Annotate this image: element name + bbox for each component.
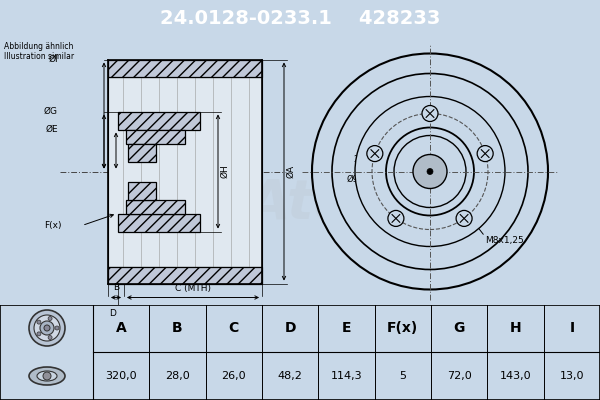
Bar xyxy=(108,266,262,284)
Text: M8x1,25: M8x1,25 xyxy=(485,236,524,246)
Bar xyxy=(108,76,262,266)
Circle shape xyxy=(388,210,404,226)
Bar xyxy=(128,182,156,200)
Circle shape xyxy=(456,210,472,226)
Circle shape xyxy=(37,320,41,324)
Circle shape xyxy=(55,326,59,330)
Text: Ø129: Ø129 xyxy=(436,156,458,166)
Text: A: A xyxy=(116,322,127,336)
Bar xyxy=(126,200,185,214)
Text: E: E xyxy=(342,322,351,336)
Circle shape xyxy=(312,54,548,290)
Text: Ate: Ate xyxy=(248,176,352,230)
Text: D: D xyxy=(110,310,116,318)
Text: Abbildung ähnlich: Abbildung ähnlich xyxy=(4,42,73,51)
Text: 143,0: 143,0 xyxy=(500,371,532,381)
Circle shape xyxy=(44,325,50,331)
Circle shape xyxy=(40,321,54,335)
Circle shape xyxy=(394,136,466,208)
Text: ØH: ØH xyxy=(220,165,229,178)
Circle shape xyxy=(427,168,433,174)
Circle shape xyxy=(332,74,528,270)
Circle shape xyxy=(43,372,51,380)
Text: 320,0: 320,0 xyxy=(106,371,137,381)
Text: 2x: 2x xyxy=(354,155,364,164)
Circle shape xyxy=(422,106,438,122)
Text: D: D xyxy=(284,322,296,336)
Bar xyxy=(118,112,200,130)
Text: 26,0: 26,0 xyxy=(221,371,246,381)
Circle shape xyxy=(477,146,493,162)
Circle shape xyxy=(29,310,65,346)
Text: ØA: ØA xyxy=(286,165,295,178)
Text: 48,2: 48,2 xyxy=(278,371,302,381)
Text: 72,0: 72,0 xyxy=(447,371,472,381)
Bar xyxy=(128,144,156,162)
Text: F(x): F(x) xyxy=(44,221,62,230)
Text: F(x): F(x) xyxy=(387,322,418,336)
Text: B: B xyxy=(113,284,119,292)
Circle shape xyxy=(386,128,474,216)
Text: ØG: ØG xyxy=(44,107,58,116)
Text: Ø9: Ø9 xyxy=(346,175,358,184)
Text: H: H xyxy=(509,322,521,336)
Circle shape xyxy=(367,146,383,162)
Text: C (MTH): C (MTH) xyxy=(175,284,211,292)
Text: G: G xyxy=(454,322,465,336)
Circle shape xyxy=(355,96,505,246)
Text: I: I xyxy=(569,322,574,336)
Text: ØI: ØI xyxy=(49,55,58,64)
Ellipse shape xyxy=(29,367,65,385)
Bar xyxy=(118,214,200,232)
Circle shape xyxy=(37,332,41,336)
Circle shape xyxy=(34,315,60,341)
Text: ØE: ØE xyxy=(46,125,58,134)
Text: 5: 5 xyxy=(400,371,406,381)
Text: B: B xyxy=(172,322,183,336)
Text: 13,0: 13,0 xyxy=(560,371,584,381)
Text: C: C xyxy=(229,322,239,336)
Ellipse shape xyxy=(37,371,57,381)
Text: 114,3: 114,3 xyxy=(331,371,362,381)
Circle shape xyxy=(413,154,447,188)
Text: Illustration similar: Illustration similar xyxy=(4,52,74,61)
Text: 28,0: 28,0 xyxy=(165,371,190,381)
Circle shape xyxy=(48,316,52,320)
Text: 24.0128-0233.1    428233: 24.0128-0233.1 428233 xyxy=(160,10,440,28)
Circle shape xyxy=(48,336,52,340)
Bar xyxy=(126,130,185,144)
Bar xyxy=(108,60,262,76)
